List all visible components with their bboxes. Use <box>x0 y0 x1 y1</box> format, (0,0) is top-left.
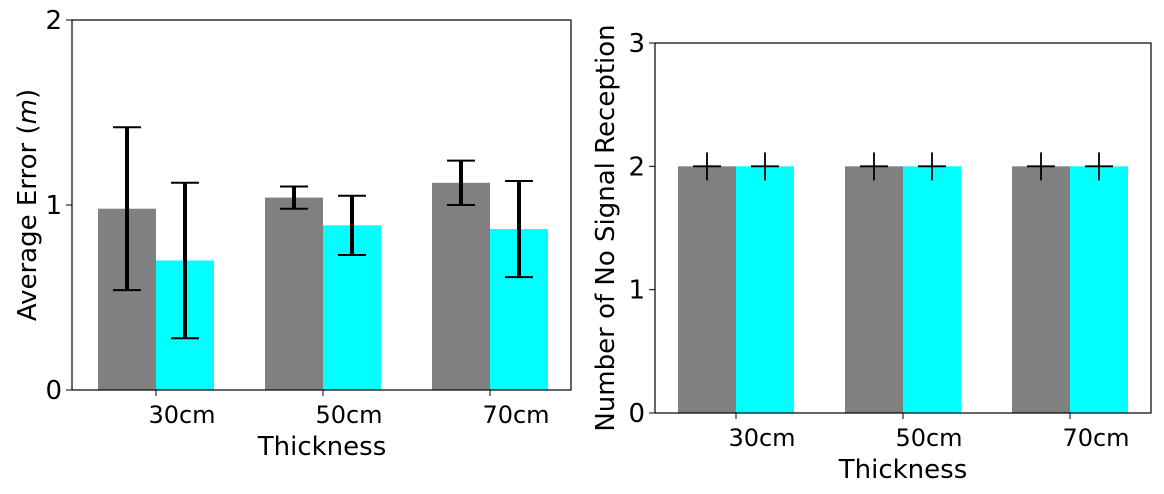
x-tick-label-50cm: 50cm <box>895 424 962 452</box>
bar-50cm-s0 <box>265 197 323 390</box>
y-tick-label-2: 2 <box>45 6 62 36</box>
bars <box>98 182 548 390</box>
marker-50cm-s0 <box>860 152 888 181</box>
marker-70cm-s0 <box>1027 152 1055 181</box>
marker-30cm-s0 <box>693 152 721 181</box>
no-signal-chart: 0 1 2 3 30cm 50cm 70cm Thickness Number of No… <box>591 24 1152 485</box>
x-tick-label-30cm: 30cm <box>728 424 795 452</box>
bars <box>678 166 1128 413</box>
x-ticks: 30cm 50cm 70cm <box>728 413 1130 452</box>
marker-70cm-s1 <box>1085 152 1113 181</box>
bar-30cm-s1 <box>736 166 794 413</box>
bar-70cm-s0 <box>432 182 490 390</box>
y-tick-label-1: 1 <box>45 191 62 221</box>
average-error-chart: 0 1 2 30cm 50cm 70cm Thickness Average Error… <box>13 6 572 462</box>
x-tick-label-30cm: 30cm <box>148 401 215 429</box>
y-tick-label-1: 1 <box>628 276 645 306</box>
y-ticks: 0 1 2 <box>45 6 72 406</box>
y-axis-label: Number of No Signal Reception <box>591 24 621 431</box>
bar-70cm-s0 <box>1012 166 1070 413</box>
x-tick-label-70cm: 70cm <box>482 401 549 429</box>
marker-50cm-s1 <box>918 152 946 181</box>
y-tick-label-2: 2 <box>628 152 645 182</box>
bar-50cm-s1 <box>903 166 961 413</box>
x-tick-label-70cm: 70cm <box>1062 424 1129 452</box>
y-axis-label: Average Error (m) <box>13 89 43 321</box>
x-axis-label: Thickness <box>838 455 968 485</box>
marker-30cm-s1 <box>751 152 779 181</box>
x-axis-label: Thickness <box>257 432 387 462</box>
y-tick-label-0: 0 <box>45 376 62 406</box>
bar-30cm-s0 <box>678 166 736 413</box>
x-ticks: 30cm 50cm 70cm <box>148 390 550 429</box>
x-tick-label-50cm: 50cm <box>315 401 382 429</box>
markers <box>693 152 1113 181</box>
y-ticks: 0 1 2 3 <box>628 29 655 429</box>
bar-50cm-s0 <box>845 166 903 413</box>
bar-70cm-s1 <box>1070 166 1128 413</box>
y-tick-label-0: 0 <box>628 399 645 429</box>
y-tick-label-3: 3 <box>628 29 645 59</box>
error-bars <box>113 126 533 340</box>
